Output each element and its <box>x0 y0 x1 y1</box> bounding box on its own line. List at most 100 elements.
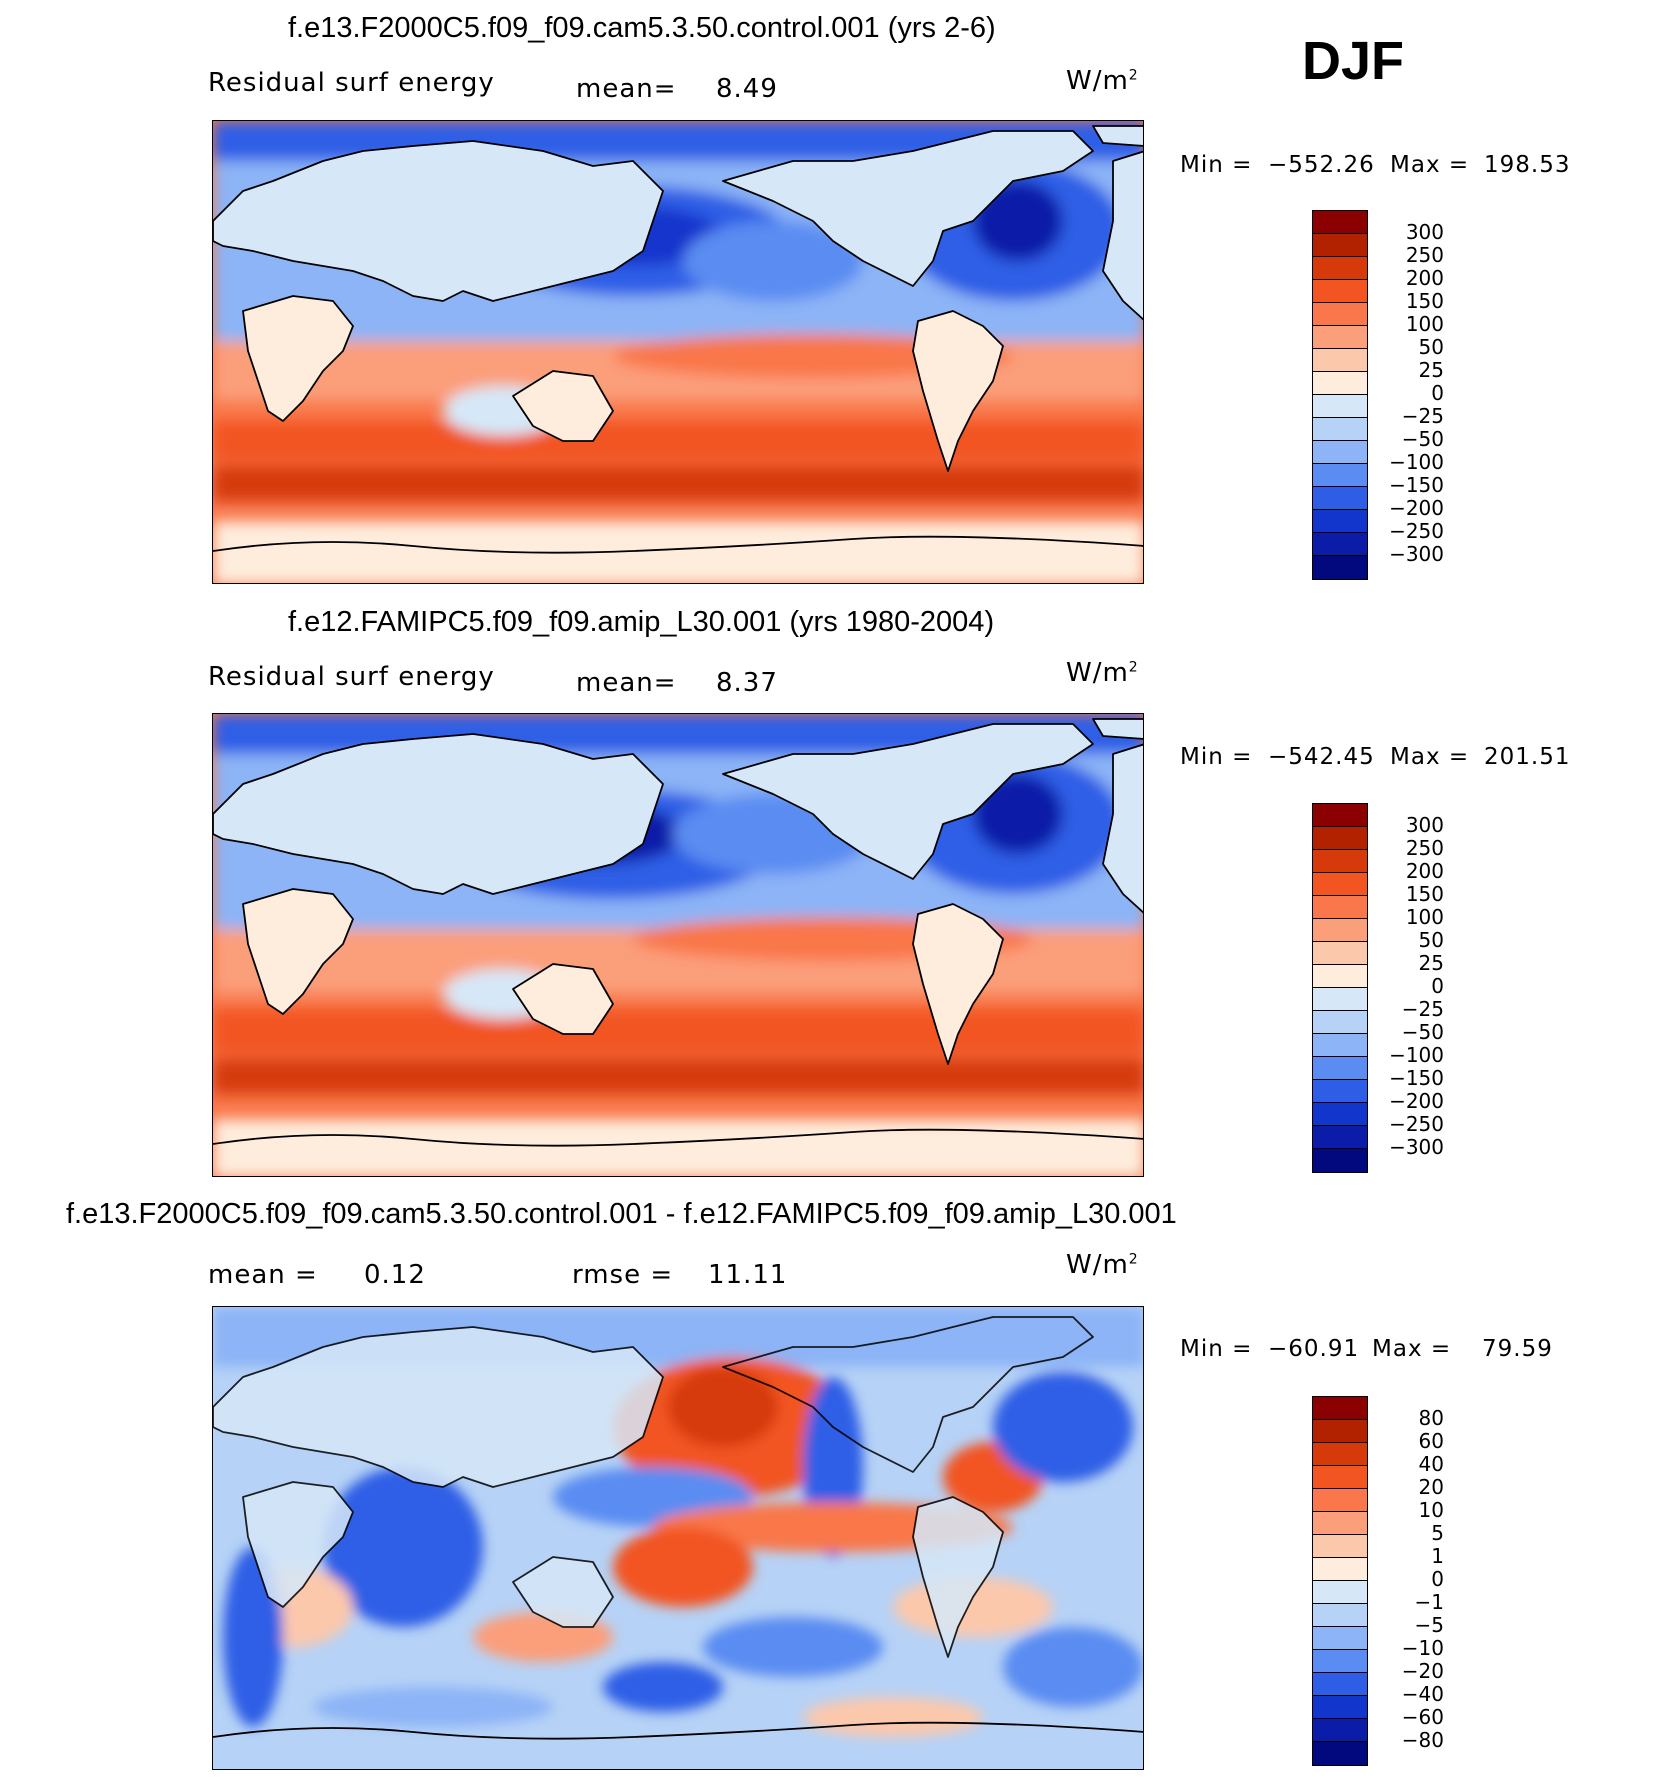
colorbar-swatch <box>1313 441 1367 464</box>
colorbar-swatch <box>1313 464 1367 487</box>
panel2-min-label: Min = <box>1180 744 1253 770</box>
colorbar-tick-label: −50 <box>1401 427 1444 451</box>
colorbar-tick-label: −5 <box>1414 1613 1444 1637</box>
panel1-min-value: −552.26 <box>1268 152 1375 178</box>
colorbar-tick-label: 25 <box>1418 951 1444 975</box>
colorbar-tick-label: 200 <box>1405 266 1444 290</box>
colorbar-swatch <box>1313 1581 1367 1604</box>
colorbar-swatch <box>1313 234 1367 257</box>
panel1-min-label: Min = <box>1180 152 1253 178</box>
panel3-min-value: −60.91 <box>1268 1336 1360 1362</box>
colorbar-tick-label: −200 <box>1389 1089 1444 1113</box>
colorbar-swatch <box>1313 804 1367 827</box>
colorbar-swatch <box>1313 1149 1367 1172</box>
panel3-mean-label: mean = <box>208 1260 318 1290</box>
colorbar-swatch <box>1313 827 1367 850</box>
colorbar-tick-label: −20 <box>1401 1659 1444 1683</box>
panel3-map <box>212 1306 1144 1770</box>
colorbar-swatch <box>1313 988 1367 1011</box>
panel1-variable-label: Residual surf energy <box>208 68 495 98</box>
colorbar-tick-label: 0 <box>1431 974 1444 998</box>
colorbar-tick-label: −150 <box>1389 1066 1444 1090</box>
panel1-map <box>212 120 1144 584</box>
panel3-map-field <box>213 1307 1143 1769</box>
colorbar-swatch <box>1313 1034 1367 1057</box>
colorbar-tick-label: −200 <box>1389 496 1444 520</box>
colorbar-swatch <box>1313 533 1367 556</box>
colorbar-tick-label: 300 <box>1405 220 1444 244</box>
colorbar-tick-label: 60 <box>1418 1429 1444 1453</box>
colorbar-tick-label: −25 <box>1401 997 1444 1021</box>
panel2-map <box>212 713 1144 1177</box>
colorbar-swatch <box>1313 1535 1367 1558</box>
colorbar-swatch <box>1313 1673 1367 1696</box>
colorbar-tick-label: 80 <box>1418 1406 1444 1430</box>
colorbar-tick-label: −250 <box>1389 1112 1444 1136</box>
panel3-max-value: 79.59 <box>1482 1336 1553 1362</box>
colorbar-swatch <box>1313 372 1367 395</box>
colorbar-tick-label: 40 <box>1418 1452 1444 1476</box>
panel2-min-value: −542.45 <box>1268 744 1375 770</box>
colorbar-swatch <box>1313 1126 1367 1149</box>
panel1-mean-label: mean= <box>576 74 677 104</box>
colorbar-swatch <box>1313 280 1367 303</box>
colorbar-tick-label: −40 <box>1401 1682 1444 1706</box>
panel3-rmse-value: 11.11 <box>708 1260 788 1290</box>
colorbar-swatch <box>1313 1696 1367 1719</box>
colorbar-swatch <box>1313 1512 1367 1535</box>
colorbar-tick-label: −1 <box>1414 1590 1444 1614</box>
colorbar-swatch <box>1313 896 1367 919</box>
colorbar-tick-label: 5 <box>1431 1521 1444 1545</box>
colorbar-tick-label: −150 <box>1389 473 1444 497</box>
colorbar-tick-label: 150 <box>1405 882 1444 906</box>
panel3-title: f.e13.F2000C5.f09_f09.cam5.3.50.control.… <box>66 1198 1177 1230</box>
colorbar-swatch <box>1313 487 1367 510</box>
panel1-max-value: 198.53 <box>1484 152 1571 178</box>
panel1-title: f.e13.F2000C5.f09_f09.cam5.3.50.control.… <box>288 12 996 44</box>
colorbar-swatch <box>1313 919 1367 942</box>
colorbar-tick-label: 0 <box>1431 1567 1444 1591</box>
panel3-colorbar <box>1312 1396 1368 1766</box>
colorbar-swatch <box>1313 1650 1367 1673</box>
colorbar-swatch <box>1313 850 1367 873</box>
panel2-max-value: 201.51 <box>1484 744 1571 770</box>
colorbar-tick-label: 50 <box>1418 928 1444 952</box>
colorbar-swatch <box>1313 1558 1367 1581</box>
colorbar-tick-label: −80 <box>1401 1728 1444 1752</box>
panel1-colorbar <box>1312 210 1368 580</box>
colorbar-tick-label: 20 <box>1418 1475 1444 1499</box>
colorbar-tick-label: 250 <box>1405 243 1444 267</box>
panel1-mean-value: 8.49 <box>716 74 778 104</box>
colorbar-tick-label: 200 <box>1405 859 1444 883</box>
panel2-map-field <box>213 714 1143 1176</box>
panel2-units: W/m2 <box>1066 658 1139 688</box>
colorbar-swatch <box>1313 257 1367 280</box>
colorbar-tick-label: 100 <box>1405 312 1444 336</box>
colorbar-swatch <box>1313 1080 1367 1103</box>
panel1-units: W/m2 <box>1066 66 1139 96</box>
colorbar-tick-label: −100 <box>1389 450 1444 474</box>
colorbar-swatch <box>1313 349 1367 372</box>
colorbar-swatch <box>1313 1420 1367 1443</box>
colorbar-tick-label: 250 <box>1405 836 1444 860</box>
colorbar-swatch <box>1313 1057 1367 1080</box>
colorbar-swatch <box>1313 1466 1367 1489</box>
colorbar-tick-label: −250 <box>1389 519 1444 543</box>
colorbar-tick-label: 50 <box>1418 335 1444 359</box>
colorbar-swatch <box>1313 1443 1367 1466</box>
colorbar-swatch <box>1313 1627 1367 1650</box>
colorbar-tick-label: −300 <box>1389 542 1444 566</box>
colorbar-swatch <box>1313 418 1367 441</box>
colorbar-swatch <box>1313 873 1367 896</box>
colorbar-swatch <box>1313 303 1367 326</box>
colorbar-tick-label: 150 <box>1405 289 1444 313</box>
colorbar-swatch <box>1313 942 1367 965</box>
panel3-min-label: Min = <box>1180 1336 1253 1362</box>
colorbar-tick-label: −60 <box>1401 1705 1444 1729</box>
colorbar-tick-label: 100 <box>1405 905 1444 929</box>
colorbar-swatch <box>1313 395 1367 418</box>
colorbar-swatch <box>1313 1103 1367 1126</box>
panel3-units: W/m2 <box>1066 1250 1139 1280</box>
colorbar-swatch <box>1313 1742 1367 1765</box>
panel3-mean-value: 0.12 <box>364 1260 426 1290</box>
